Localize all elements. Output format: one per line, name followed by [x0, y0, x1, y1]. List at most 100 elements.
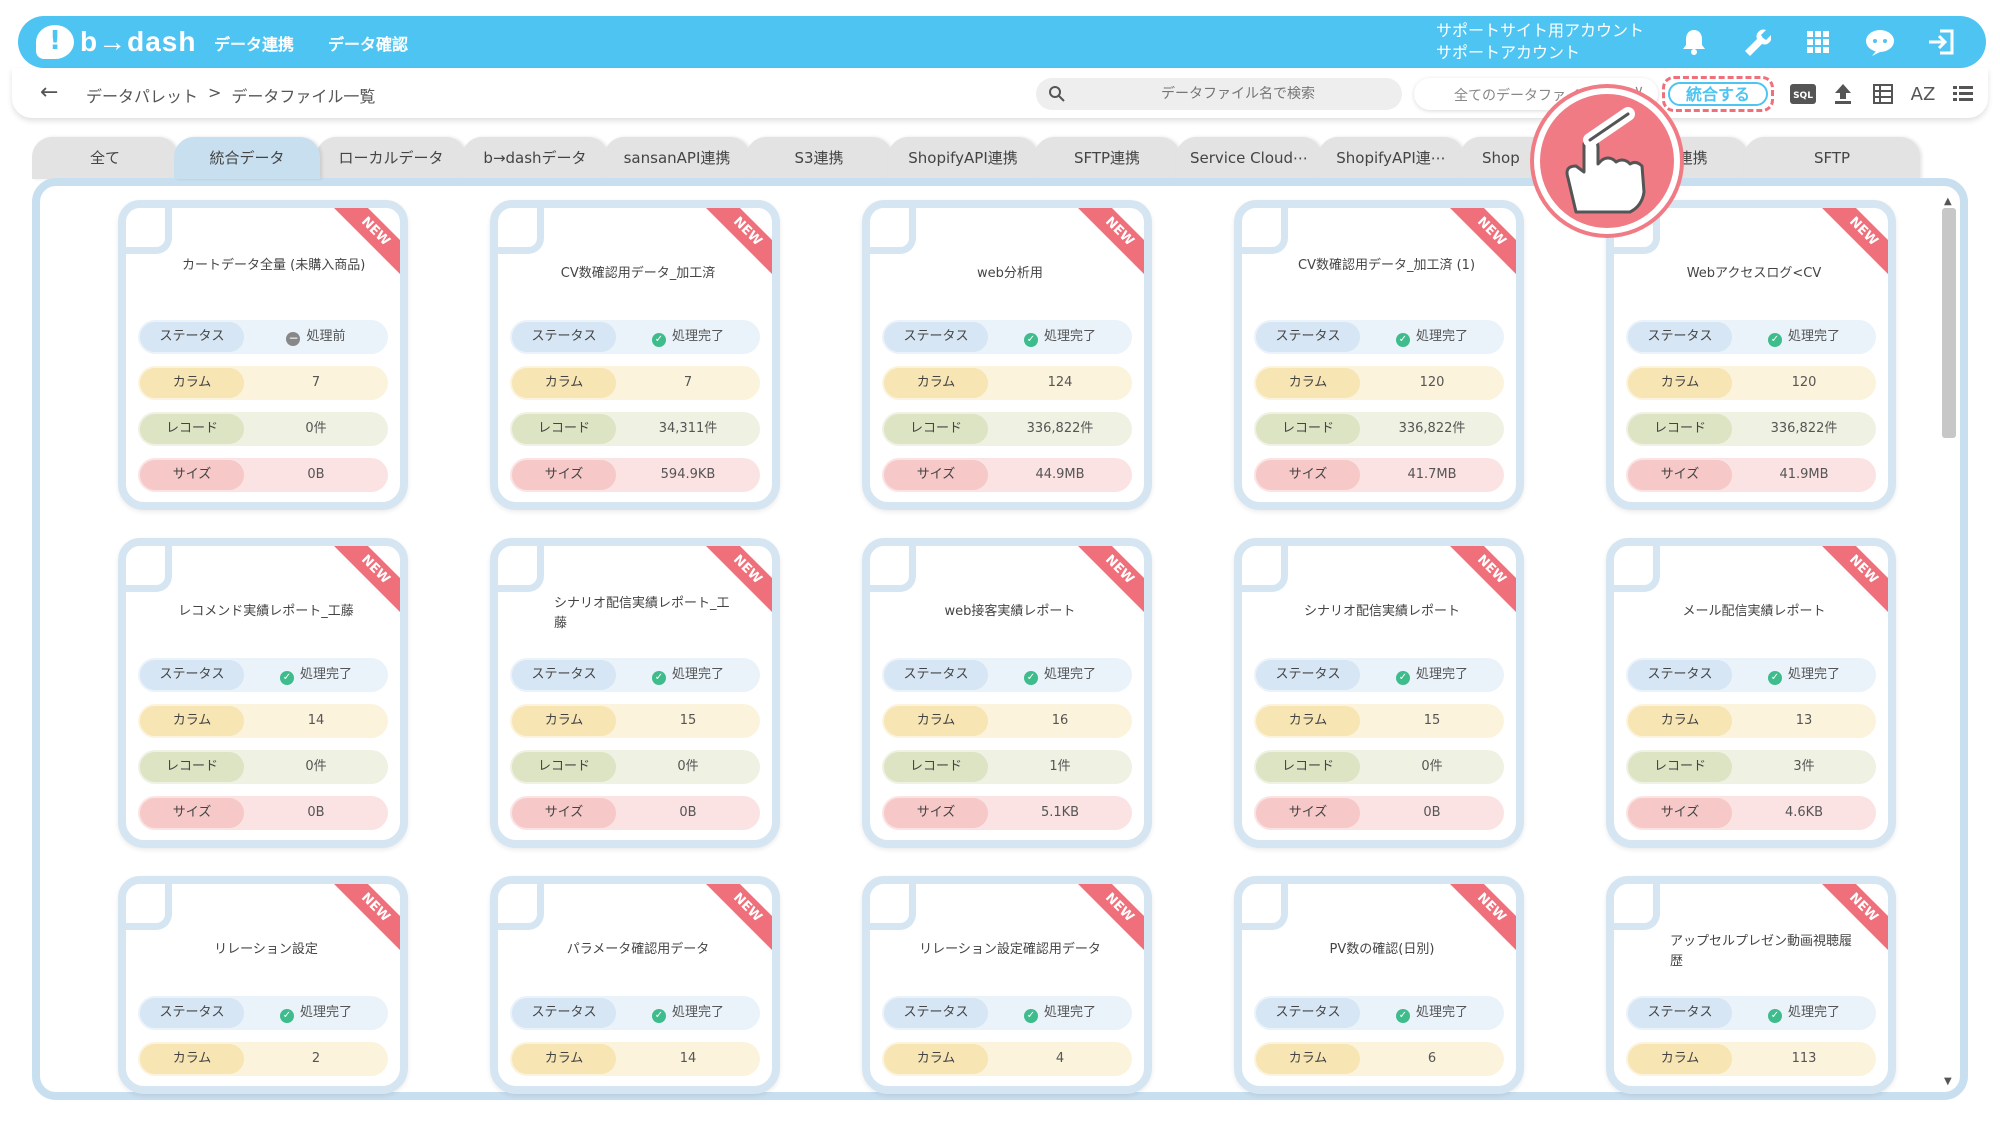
tab-s3[interactable]: S3連携 [746, 137, 892, 179]
size-row: サイズ 5.1KB [882, 796, 1132, 830]
column-value: 7 [683, 375, 693, 390]
record-row: レコード 3件 [1626, 750, 1876, 784]
status-text: 処理完了 [671, 667, 724, 682]
back-arrow-icon[interactable]: ← [40, 80, 59, 105]
data-file-card[interactable]: NEW web接客実績レポート ステータス ✓ 処理完了 カラム 16 レコード … [862, 538, 1152, 848]
record-label: レコード [1256, 1090, 1360, 1094]
logo-text: b→dash [80, 26, 197, 57]
record-value [620, 1088, 756, 1094]
card-title: Webアクセスログ<CV [1686, 266, 1822, 281]
column-label: カラム [512, 368, 616, 398]
record-label: レコード [1628, 1090, 1732, 1094]
scroll-down-icon[interactable]: ▼ [1944, 1076, 1952, 1087]
logo[interactable]: b→dash [36, 24, 196, 60]
record-row: レコード [138, 1088, 388, 1094]
file-fold-icon [126, 546, 172, 592]
tab-service-cloud[interactable]: Service Cloud⋯ [1176, 137, 1322, 179]
status-label: ステータス [1628, 998, 1732, 1028]
data-file-card[interactable]: NEW カートデータ全量 (未購入商品) ステータス − 処理前 カラム 7 レコ… [118, 200, 408, 510]
scrollbar-thumb[interactable] [1942, 208, 1956, 438]
account-info[interactable]: サポートサイト用アカウント サポートアカウント [1436, 20, 1644, 64]
data-file-card[interactable]: NEW パラメータ確認用データ ステータス ✓処理完了 カラム 14 レコード … [490, 876, 780, 1094]
nav-data-integration[interactable]: データ連携 [214, 35, 295, 54]
record-label: レコード [140, 752, 244, 782]
size-label: サイズ [1628, 460, 1732, 490]
column-row: カラム 124 [882, 366, 1132, 400]
data-file-card[interactable]: NEW CV数確認用データ_加工済 (1) ステータス ✓ 処理完了 カラム 12… [1234, 200, 1524, 510]
data-file-card[interactable]: NEW メール配信実績レポート ステータス ✓ 処理完了 カラム 13 レコード … [1606, 538, 1896, 848]
sql-icon[interactable]: SQL [1788, 80, 1818, 108]
column-label: カラム [884, 368, 988, 398]
tab-bdash-data[interactable]: b→dashデータ [462, 137, 608, 179]
file-fold-icon [498, 546, 544, 592]
column-value: 113 [1791, 1051, 1817, 1066]
data-file-card[interactable]: NEW レコメンド実績レポート_工藤 ステータス ✓ 処理完了 カラム 14 レコ… [118, 538, 408, 848]
status-row: ステータス ✓ 処理完了 [138, 658, 388, 692]
nav-data-check[interactable]: データ確認 [328, 35, 409, 54]
record-value: 0件 [1421, 759, 1443, 774]
data-file-card[interactable]: NEW CV数確認用データ_加工済 ステータス ✓ 処理完了 カラム 7 レコード… [490, 200, 780, 510]
record-row: レコード 336,822件 [1254, 412, 1504, 446]
data-file-card[interactable]: NEW web分析用 ステータス ✓ 処理完了 カラム 124 レコード 336,… [862, 200, 1152, 510]
tab-sftp-2[interactable]: SFTP [1744, 137, 1920, 179]
record-label: レコード [1256, 414, 1360, 444]
file-fold-icon [126, 208, 172, 254]
file-fold-icon [1242, 884, 1288, 930]
column-value: 14 [679, 1051, 697, 1066]
tab-sansan-api[interactable]: sansanAPI連携 [604, 137, 750, 179]
column-label: カラム [1628, 706, 1732, 736]
column-row: カラム 16 [882, 704, 1132, 738]
tab-all[interactable]: 全て [32, 137, 178, 179]
check-circle-icon: ✓ [1395, 671, 1410, 685]
bell-icon[interactable] [1674, 22, 1714, 62]
chat-icon[interactable] [1860, 22, 1900, 62]
status-text: 処理完了 [1415, 667, 1468, 682]
status-label: ステータス [1256, 322, 1360, 352]
tab-local-data[interactable]: ローカルデータ [316, 137, 466, 179]
upload-icon[interactable] [1828, 80, 1858, 108]
breadcrumb-data-palette[interactable]: データパレット [86, 87, 199, 106]
record-value: 336,822件 [1770, 421, 1838, 436]
data-file-card[interactable]: NEW リレーション設定 ステータス ✓処理完了 カラム 2 レコード サイズ [118, 876, 408, 1094]
status-label: ステータス [512, 660, 616, 690]
size-value: 0B [307, 467, 325, 482]
tab-shopify-api[interactable]: ShopifyAPI連携 [888, 137, 1038, 179]
search-input[interactable] [1088, 86, 1388, 102]
status-text: 処理完了 [299, 667, 352, 682]
status-label: ステータス [512, 998, 616, 1028]
record-value: 0件 [677, 759, 699, 774]
size-row: サイズ 0B [138, 458, 388, 492]
data-file-card[interactable]: NEW Webアクセスログ<CV ステータス ✓ 処理完了 カラム 120 レコー… [1606, 200, 1896, 510]
merge-button[interactable]: 統合する [1668, 82, 1768, 106]
column-row: カラム 14 [138, 704, 388, 738]
column-value: 6 [1427, 1051, 1437, 1066]
list-icon[interactable] [1948, 80, 1978, 108]
size-label: サイズ [1628, 798, 1732, 828]
data-file-card[interactable]: NEW リレーション設定確認用データ ステータス ✓処理完了 カラム 4 レコー… [862, 876, 1152, 1094]
card-title: レコメンド実績レポート_工藤 [178, 604, 354, 619]
az-sort-icon[interactable]: AZ [1910, 83, 1936, 105]
wrench-icon[interactable] [1736, 22, 1776, 62]
data-file-card[interactable]: NEW シナリオ配信実績レポート ステータス ✓ 処理完了 カラム 15 レコード… [1234, 538, 1524, 848]
table-icon[interactable] [1868, 80, 1898, 108]
top-icons [1674, 22, 1962, 62]
scroll-up-icon[interactable]: ▲ [1944, 196, 1952, 207]
column-label: カラム [1256, 706, 1360, 736]
data-file-card[interactable]: NEW アップセルプレゼン動画視聴履歴 ステータス ✓ 処理完了 カラム 113 … [1606, 876, 1896, 1094]
data-file-card[interactable]: NEW シナリオ配信実績レポート_工藤 ステータス ✓ 処理完了 カラム 15 レ… [490, 538, 780, 848]
tab-sftp[interactable]: SFTP連携 [1034, 137, 1180, 179]
status-row: ステータス − 処理前 [138, 320, 388, 354]
record-value [992, 1088, 1128, 1094]
grid-icon[interactable] [1798, 22, 1838, 62]
logout-icon[interactable] [1922, 22, 1962, 62]
tab-shopify-api-2[interactable]: ShopifyAPI連⋯ [1318, 137, 1464, 179]
check-circle-icon: ✓ [1023, 671, 1038, 685]
status-value: ✓ 処理完了 [992, 320, 1128, 354]
record-row: レコード 0件 [138, 750, 388, 784]
status-value: ✓ 処理完了 [1364, 320, 1500, 354]
check-circle-icon: ✓ [651, 1009, 666, 1023]
status-row: ステータス ✓ 処理完了 [1254, 320, 1504, 354]
size-label: サイズ [1256, 460, 1360, 490]
data-file-card[interactable]: NEW PV数の確認(日別) ステータス ✓処理完了 カラム 6 レコード サイ… [1234, 876, 1524, 1094]
tab-merged-data[interactable]: 統合データ [174, 137, 320, 179]
